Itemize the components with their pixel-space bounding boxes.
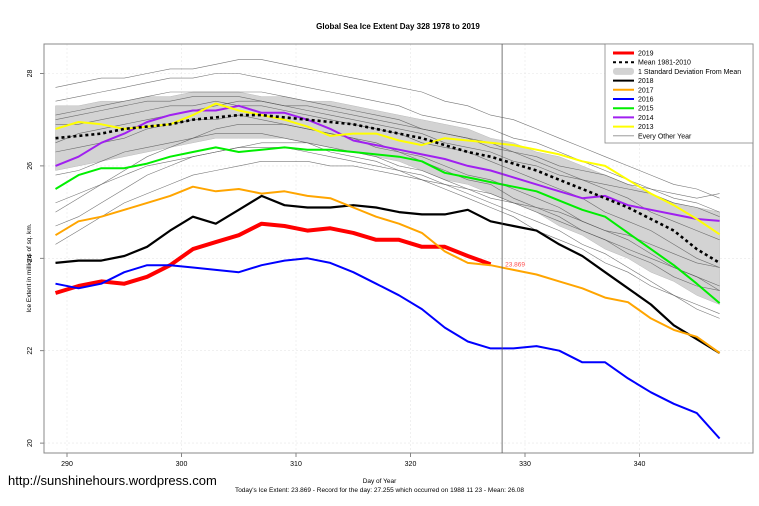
- series-line-2019: [54, 221, 492, 295]
- other-year-line: [55, 73, 720, 213]
- legend-label: 2013: [638, 124, 654, 131]
- legend-label: Mean 1981-2010: [638, 60, 691, 67]
- highlight-series: 23.869: [54, 102, 721, 440]
- legend: 2019 Mean 1981-2010 1 Standard Deviation F…: [604, 43, 754, 144]
- series-line-2014: [55, 104, 720, 222]
- y-tick-label: 24: [27, 254, 34, 262]
- other-year-line: [55, 142, 720, 287]
- y-tick-label: 20: [27, 439, 34, 447]
- legend-label: 2016: [638, 97, 654, 104]
- legend-label: 2017: [638, 87, 654, 94]
- x-tick-label: 340: [634, 461, 646, 468]
- summary-text: Today's Ice Extent: 23.869 - Record for …: [234, 487, 525, 494]
- legend-label: Every Other Year: [638, 133, 692, 140]
- watermark: http://sunshinehours.wordpress.com: [8, 473, 217, 488]
- legend-label: 2015: [638, 106, 654, 113]
- other-year-line: [55, 147, 720, 314]
- other-year-line: [55, 133, 720, 319]
- x-tick-label: 330: [519, 461, 531, 468]
- series-line-2017: [54, 185, 721, 354]
- other-year-line: [55, 161, 720, 268]
- axes: 290 300 310 320 330 340 20 22 24 26 28: [27, 43, 754, 468]
- legend-label: 1 Standard Deviation From Mean: [638, 69, 741, 76]
- x-tick-label: 310: [290, 461, 302, 468]
- other-year-line: [55, 124, 720, 291]
- other-year-line: [55, 91, 720, 241]
- other-year-line: [55, 96, 720, 217]
- x-tick-label: 300: [176, 461, 188, 468]
- legend-label: 2018: [638, 78, 654, 85]
- legend-label: 2014: [638, 115, 654, 122]
- legend-swatch: [613, 67, 634, 75]
- x-tick-label: 320: [405, 461, 417, 468]
- series-line-2013: [55, 102, 721, 236]
- legend-label: 2019: [638, 51, 654, 58]
- plot-frame: [43, 43, 754, 454]
- y-tick-label: 22: [27, 347, 34, 355]
- series-line-2016: [55, 257, 721, 440]
- y-axis-label: Ice Extent in millions of sq. km.: [26, 223, 33, 312]
- other-year-line: [55, 59, 720, 199]
- x-axis-label: Day of Year: [362, 478, 397, 485]
- y-tick-label: 26: [27, 162, 34, 170]
- current-value-label: 23.869: [505, 261, 525, 268]
- x-tick-label: 290: [61, 461, 73, 468]
- chart-title: Global Sea Ice Extent Day 328 1978 to 20…: [316, 22, 480, 31]
- y-tick-label: 28: [27, 70, 34, 78]
- other-year-line: [55, 100, 720, 268]
- series-line-2015: [54, 146, 721, 304]
- series-line-2018: [55, 194, 721, 354]
